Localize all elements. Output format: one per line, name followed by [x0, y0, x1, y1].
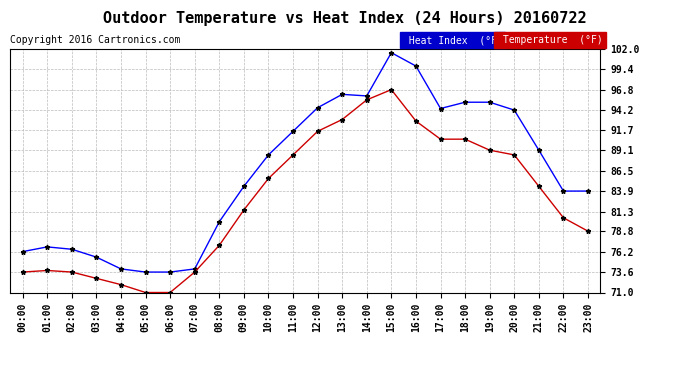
Text: Outdoor Temperature vs Heat Index (24 Hours) 20160722: Outdoor Temperature vs Heat Index (24 Ho…: [104, 11, 586, 26]
Text: Heat Index  (°F): Heat Index (°F): [403, 35, 502, 45]
Text: Copyright 2016 Cartronics.com: Copyright 2016 Cartronics.com: [10, 35, 181, 45]
Text: Temperature  (°F): Temperature (°F): [497, 35, 603, 45]
